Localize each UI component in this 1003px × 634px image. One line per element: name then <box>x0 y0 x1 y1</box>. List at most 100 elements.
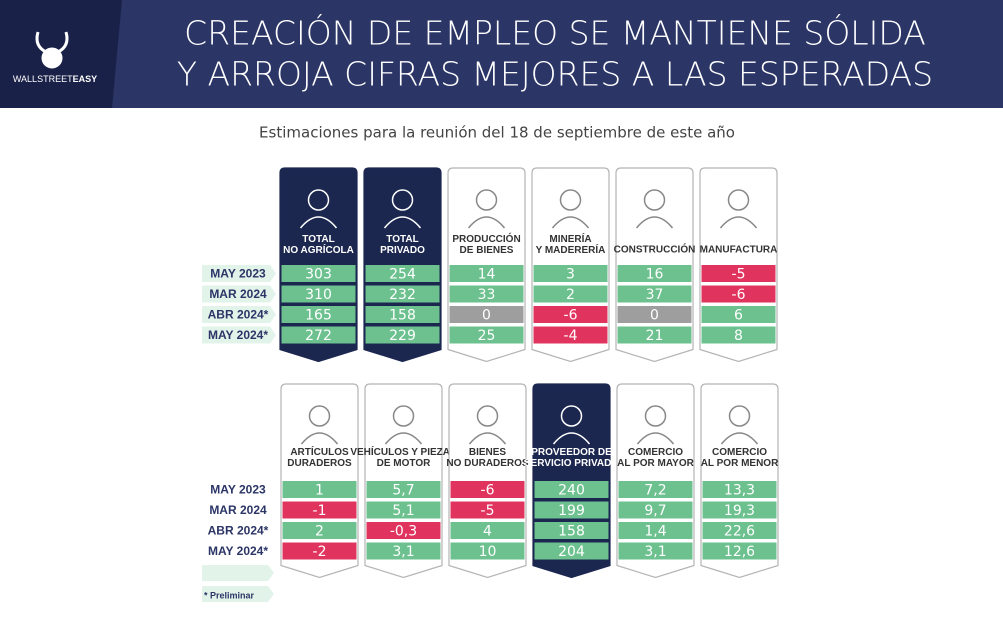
value: 4 <box>483 524 492 540</box>
column-icon <box>300 405 339 445</box>
column-label: BIENES <box>469 447 507 458</box>
column-icon <box>383 189 422 229</box>
value: -5 <box>732 267 746 283</box>
value: 13,3 <box>724 483 755 499</box>
icon-part <box>636 432 675 445</box>
icon-part <box>551 216 590 229</box>
icon-part <box>728 405 751 427</box>
value-cell <box>365 326 440 344</box>
icon-part <box>468 432 507 445</box>
icon-part <box>475 189 498 211</box>
column-label: COMERCIO <box>712 447 767 458</box>
value: 37 <box>646 287 664 303</box>
icon-part <box>644 405 667 427</box>
value-cell <box>701 326 776 344</box>
icon-part <box>391 189 414 211</box>
value: 158 <box>558 524 585 540</box>
icon-part <box>560 405 583 427</box>
value-cell <box>618 542 693 560</box>
value-cell <box>534 522 609 539</box>
value: 254 <box>389 267 416 283</box>
value: 6 <box>734 308 743 324</box>
value: 21 <box>646 328 664 344</box>
value: 229 <box>389 328 416 344</box>
column-label: PROVEEDOR DE <box>531 447 612 458</box>
title-line: CREACIÓN DE EMPLEO SE MANTIENE SÓLIDA <box>184 13 926 53</box>
value-cell <box>282 481 357 498</box>
value: 8 <box>734 328 743 344</box>
value: 158 <box>389 308 416 324</box>
value-cell <box>534 542 609 560</box>
icon-part <box>299 216 338 229</box>
row-label-bg <box>202 285 276 303</box>
value-cell <box>281 285 356 303</box>
subtitle: Estimaciones para la reunión del 18 de s… <box>259 124 735 142</box>
column-icon <box>636 405 675 445</box>
column-icon <box>468 405 507 445</box>
value: -0,3 <box>390 524 417 540</box>
value-cell <box>365 265 440 282</box>
value: 12,6 <box>724 544 755 560</box>
icon-part <box>308 405 331 427</box>
column-label: DE MOTOR <box>377 458 431 469</box>
value-cell <box>365 306 440 323</box>
value-cell <box>617 306 692 323</box>
icon-part <box>476 405 499 427</box>
value: 7,2 <box>644 483 666 499</box>
icon-part <box>392 405 415 427</box>
value-cell <box>281 306 356 323</box>
row-label-bg <box>202 326 276 344</box>
value-cell <box>365 285 440 303</box>
value: -6 <box>481 483 495 499</box>
value: 199 <box>558 503 585 519</box>
value-cell <box>533 265 608 282</box>
value: 33 <box>478 287 496 303</box>
value-cell <box>702 522 777 539</box>
column-label: ARTÍCULOS <box>290 445 349 458</box>
value-cell <box>618 481 693 498</box>
value: 232 <box>389 287 416 303</box>
value: -5 <box>481 503 495 519</box>
row-label: MAY 2023 <box>210 483 266 497</box>
title-line: Y ARROJA CIFRAS MEJORES A LAS ESPERADAS <box>177 55 933 94</box>
column-label: TOTAL <box>386 234 418 245</box>
logo-part: EASY <box>73 74 98 84</box>
logo-text: WALLSTREETEASY <box>13 74 97 84</box>
value: 165 <box>305 308 332 324</box>
value-cell <box>450 501 525 519</box>
value: 25 <box>478 328 496 344</box>
column-label: CONSTRUCCIÓN <box>614 243 696 256</box>
column-label: VEHÍCULOS Y PIEZAS <box>350 445 457 458</box>
icon-part <box>719 216 758 229</box>
value-cell <box>534 501 609 519</box>
value-cell <box>366 501 441 519</box>
icon-part <box>384 432 423 445</box>
value: -1 <box>313 503 327 519</box>
value-cell <box>450 522 525 539</box>
column-icon <box>551 189 590 229</box>
column-label: COMERCIO <box>628 447 683 458</box>
value-cell <box>702 501 777 519</box>
value-cell <box>449 285 524 303</box>
value-cell <box>282 522 357 539</box>
header-band <box>0 0 1003 108</box>
value: 16 <box>646 267 664 283</box>
row-label-bg <box>202 565 274 581</box>
value: 0 <box>650 308 659 324</box>
value: 204 <box>558 544 585 560</box>
row-label-bg <box>202 265 276 282</box>
column-label: DURADEROS <box>287 458 352 469</box>
icon-part <box>467 216 506 229</box>
value: 1,4 <box>644 524 666 540</box>
value-cell <box>282 501 357 519</box>
logo-part: WALLSTREET <box>13 74 73 84</box>
value-cell <box>617 326 692 344</box>
value-cell <box>366 542 441 560</box>
value: 22,6 <box>724 524 755 540</box>
row-label: MAR 2024 <box>209 287 267 301</box>
icon-part <box>635 216 674 229</box>
value-cell <box>282 542 357 560</box>
value: -6 <box>732 287 746 303</box>
